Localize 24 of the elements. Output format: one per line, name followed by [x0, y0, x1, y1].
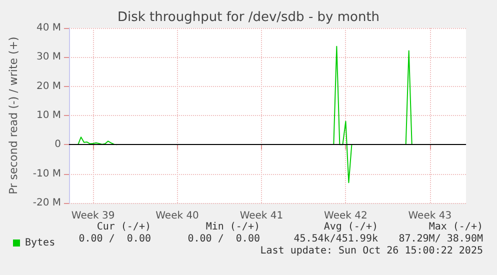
- text: Cur (-/+): [96, 222, 151, 232]
- y-tick-label: 40 M: [36, 22, 61, 34]
- y-tick-label: 0: [54, 139, 61, 150]
- text: 45.54k/451.99k: [294, 234, 378, 244]
- y-tick-label: 10 M: [36, 110, 61, 121]
- y-tick-label: -20 M: [32, 198, 61, 208]
- text: Avg (-/+): [324, 222, 378, 232]
- chart-title: Disk throughput for /dev/sdb - by month: [117, 10, 380, 25]
- text: Last update: Sun Oct 26 15:00:22 2025: [260, 246, 483, 256]
- legend-label: Bytes: [25, 238, 56, 248]
- text: Min (-/+): [206, 222, 260, 232]
- x-tick-label: Week 42: [324, 210, 368, 222]
- x-tick-label: Week 43: [408, 210, 452, 222]
- text: 0.00 / 0.00: [78, 234, 151, 244]
- x-tick-label: Week 41: [240, 210, 284, 222]
- y-axis-title: Pr second read (-) / write (+): [7, 36, 20, 194]
- text: Max (-/+): [428, 222, 483, 232]
- x-tick-label: Week 39: [71, 210, 115, 222]
- text: 0.00 / 0.00: [188, 234, 260, 244]
- y-tick-label: 30 M: [36, 52, 61, 63]
- y-tick-label: 20 M: [36, 80, 61, 92]
- text: 87.29M/ 38.90M: [398, 234, 483, 244]
- y-tick-label: -10 M: [32, 168, 61, 180]
- x-tick-label: Week 40: [156, 210, 199, 222]
